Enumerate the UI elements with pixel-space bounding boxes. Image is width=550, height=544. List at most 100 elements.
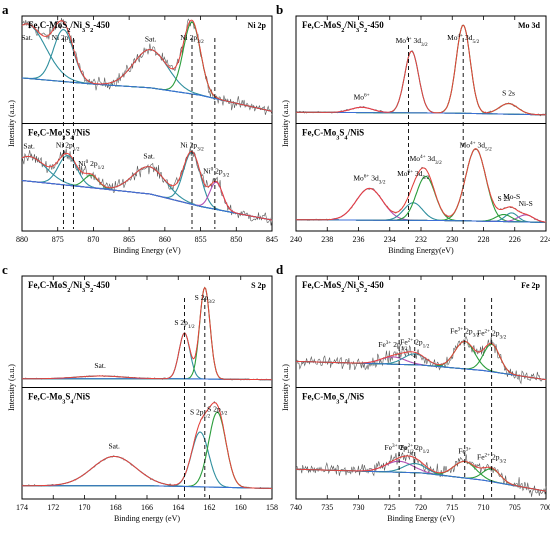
x-axis-label: Binding Energy (eV) xyxy=(387,514,455,523)
sample-label: Fe,C-Mo3S4/NiS xyxy=(28,128,90,142)
bottom-spectrum: Fe,C-Mo3S4/NiS Mo6+ 3d3/2 Mo6+ 3d5/2 Mo4+ 3… xyxy=(295,128,547,224)
x-tick-label: 880 xyxy=(16,235,28,244)
component-peak xyxy=(21,155,273,221)
element-tag: Ni 2p xyxy=(248,21,267,30)
component-peak xyxy=(295,463,547,492)
envelope-line xyxy=(21,19,273,112)
envelope-line xyxy=(296,24,547,116)
sample-label: Fe,C-MoS2/Ni3S2-450 xyxy=(302,280,384,294)
peak-label: Ni 2p3/2 xyxy=(180,33,204,45)
component-peak xyxy=(22,332,272,381)
x-axis-label: Binding Energy(eV) xyxy=(388,246,454,255)
peak-label: Ni 2p1/2 xyxy=(52,33,76,45)
x-tick-label: 715 xyxy=(446,503,458,512)
peak-label: Fe2+ 2p1/2 xyxy=(400,443,430,455)
component-peak xyxy=(296,356,547,381)
x-tick-label: 700 xyxy=(540,503,550,512)
peak-label: S 2p1/2 xyxy=(190,407,211,419)
panel-letter: d xyxy=(276,262,284,277)
peak-label: S 2p3/2 xyxy=(207,405,228,417)
raw-data-line xyxy=(296,336,547,385)
x-tick-label: 168 xyxy=(110,503,122,512)
x-tick-label: 845 xyxy=(266,235,278,244)
peak-label: Fe3+ 2p1/2 xyxy=(378,340,408,352)
x-tick-label: 850 xyxy=(230,235,242,244)
x-tick-label: 172 xyxy=(47,503,59,512)
panel-a: a 880 875 870 865 860 855 850 845 Binding Energy … xyxy=(2,2,278,255)
y-axis-label: Intensity (a.u.) xyxy=(281,100,290,147)
peak-label: Mo6+ xyxy=(354,92,370,101)
x-tick-label: 236 xyxy=(353,235,365,244)
element-tag: S 2p xyxy=(251,281,266,290)
envelope-line xyxy=(296,340,547,381)
peak-label: Ni 2p1/2 xyxy=(56,141,80,153)
panel-d: d 740 735 730 725 720 715 710 705 700 Binding Ener… xyxy=(276,262,550,523)
panel-b: b 240 238 236 234 232 230 228 226 224 Binding Ener… xyxy=(276,2,550,255)
x-tick-label: 735 xyxy=(321,503,333,512)
y-axis-label: Intensity (a.u.) xyxy=(7,364,16,411)
sample-label: Fe,C-Mo3S4/NiS xyxy=(302,392,364,406)
x-tick-label: 855 xyxy=(195,235,207,244)
y-axis-label: Intensity (a.u.) xyxy=(281,364,290,411)
background-line xyxy=(295,468,547,492)
component-peak xyxy=(21,48,273,112)
x-tick-label: 158 xyxy=(266,503,278,512)
raw-data-line xyxy=(295,24,547,117)
peak-label: Sat. xyxy=(94,361,106,370)
panel-c: c 174 172 170 168 166 164 162 160 158 Binding ener… xyxy=(2,262,278,523)
peak-label: Mo-S xyxy=(503,192,520,201)
peak-label: S 2s xyxy=(497,194,510,203)
top-spectrum: Fe,C-MoS2/Ni3S2-450 Mo6+ Mo4+ 3d3/2 Mo4+ 3d… xyxy=(295,20,547,117)
panel-letter: c xyxy=(2,262,8,277)
x-tick-label: 740 xyxy=(290,503,302,512)
raw-data-line xyxy=(21,287,272,381)
x-tick-label: 224 xyxy=(540,235,550,244)
x-tick-label: 240 xyxy=(290,235,302,244)
envelope-line xyxy=(22,286,272,381)
x-tick-label: 226 xyxy=(509,235,521,244)
peak-label: Fe2+ 2p1/2 xyxy=(400,337,430,349)
x-tick-label: 710 xyxy=(478,503,490,512)
x-axis-label: Binding energy (eV) xyxy=(114,514,180,523)
peak-label: Fe3+ 2p3/2 xyxy=(450,326,480,338)
peak-label: Sat. xyxy=(23,141,35,150)
sample-label: Fe,C-Mo3S4/NiS xyxy=(28,392,90,406)
background-line xyxy=(21,180,273,221)
peak-label: Ni0 2p1/2 xyxy=(78,159,105,171)
x-tick-label: 730 xyxy=(353,503,365,512)
envelope-line xyxy=(295,455,547,492)
x-axis-label: Binding Energy (eV) xyxy=(113,246,181,255)
component-peak xyxy=(296,24,547,116)
x-tick-label: 160 xyxy=(235,503,247,512)
x-tick-label: 162 xyxy=(204,503,216,512)
x-tick-label: 865 xyxy=(123,235,135,244)
peak-label: Fe3+ 2p1/2 xyxy=(385,443,415,455)
x-tick-label: 232 xyxy=(415,235,427,244)
peak-label: Sat. xyxy=(145,35,157,44)
raw-data-line xyxy=(295,451,547,497)
panel-letter: a xyxy=(2,2,9,17)
component-peak xyxy=(22,455,272,489)
x-tick-label: 720 xyxy=(415,503,427,512)
panel-letter: b xyxy=(276,2,283,17)
component-peak xyxy=(22,286,272,381)
peak-label: Mo6+ 3d5/2 xyxy=(397,169,429,181)
x-tick-label: 164 xyxy=(172,503,184,512)
peak-label: Sat. xyxy=(143,152,155,161)
x-tick-label: 725 xyxy=(384,503,396,512)
sample-label: Fe,C-Mo3S4/NiS xyxy=(302,128,364,142)
peak-label: Ni-S xyxy=(519,199,533,208)
component-peak xyxy=(21,179,273,221)
component-peak xyxy=(295,468,547,492)
peak-label: Mo4+ 3d3/2 xyxy=(396,36,428,48)
peak-label: S 2p3/2 xyxy=(195,293,216,305)
y-axis-label: Intensity (a.u.) xyxy=(7,100,16,147)
sample-label: Fe,C-MoS2/Ni3S2-450 xyxy=(28,20,110,34)
envelope-line xyxy=(22,402,272,489)
x-tick-label: 870 xyxy=(87,235,99,244)
